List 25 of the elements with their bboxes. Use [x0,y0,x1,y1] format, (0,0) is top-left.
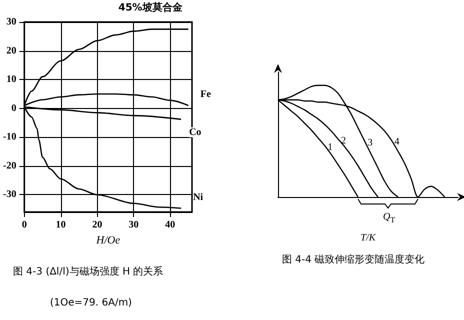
series-label: 1 [328,142,333,154]
y-tick-label: 20 [6,45,16,56]
x-axis-title: T/K [360,232,377,244]
x-tick-label: 10 [56,220,66,230]
y-tick-label: -10 [2,132,16,143]
y-tick-label: 30 [6,16,16,28]
x-tick-label: 0 [22,220,27,230]
y-tick-label: -20 [2,160,16,172]
y-tick-label: 10 [6,74,16,86]
series-label: Fe [200,88,212,100]
x-axis-title: H/Oe [95,234,120,246]
x-tick-label: 30 [128,220,139,230]
series-label: Co [189,126,202,138]
text: (1Oe=79. 6A/m) [50,298,132,308]
series-label: Ni [193,192,204,203]
y-tick-label: 0 [11,102,16,114]
text: 图 4-4 磁致伸缩形变随温度变化 [282,254,425,266]
series-label: 4 [394,136,400,148]
series-label: 45%坡莫合金 [118,2,184,14]
x-tick-label: 40 [165,220,176,230]
series-label: 2 [341,135,346,146]
series-label: 3 [368,138,373,149]
y-tick-label: -30 [2,189,16,200]
text: 图 4-3 (Δl/l)与磁场强度 H 的关系 [13,266,164,278]
x-tick-label: 20 [92,220,102,230]
